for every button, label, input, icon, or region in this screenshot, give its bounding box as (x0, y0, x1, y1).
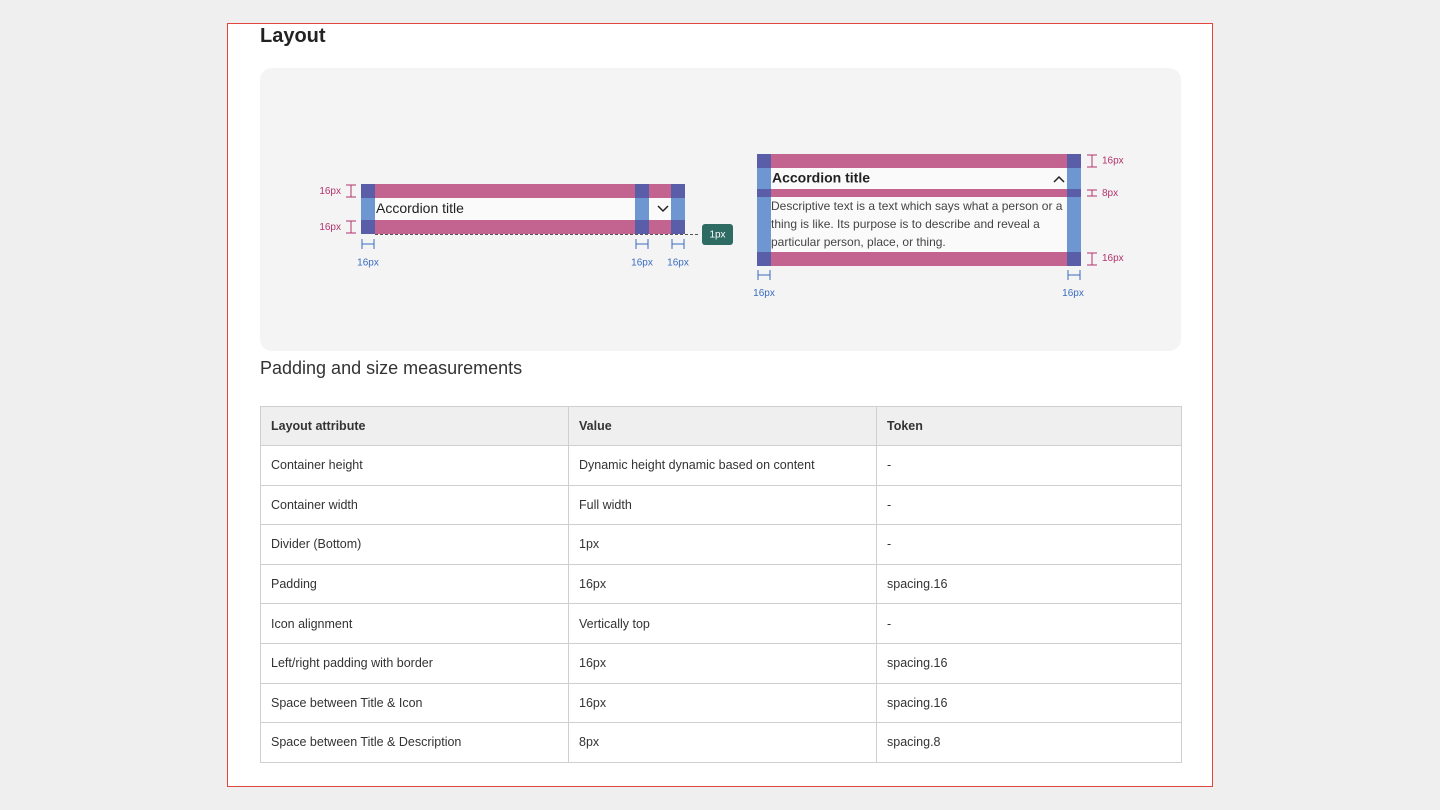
table-cell: 16px (568, 563, 877, 605)
table-cell: Full width (568, 484, 877, 526)
measure-label: 16px (1102, 156, 1124, 167)
measure-label: 16px (667, 258, 689, 269)
accordion-title: Accordion title (376, 200, 464, 216)
table: Layout attribute Value Token Container heig… (260, 406, 1182, 763)
padding (361, 184, 685, 198)
table-cell: spacing.8 (876, 722, 1182, 763)
table-cell: Container width (260, 484, 569, 526)
table-cell: - (876, 445, 1182, 486)
table-cell: Space between Title & Icon (260, 682, 569, 724)
table-cell: Dynamic height dynamic based on content (568, 445, 877, 486)
measure-label: 16px (319, 222, 341, 233)
table-row: Divider (Bottom) 1px - (260, 524, 1182, 565)
measure-label: 16px (631, 258, 653, 269)
row (375, 198, 671, 220)
table-cell: - (876, 484, 1182, 526)
table-cell: Divider (Bottom) (260, 524, 569, 565)
measure-label: 16px (753, 288, 775, 299)
accordion-title: Accordion title (772, 170, 870, 186)
section-title: Layout (260, 25, 326, 47)
table-cell: - (876, 524, 1182, 565)
measure-label: 8px (1102, 188, 1118, 199)
table-cell: Left/right padding with border (260, 642, 569, 684)
table-cell: Vertically top (568, 603, 877, 644)
table-row: Container width Full width - (260, 484, 1182, 526)
table-row: Space between Title & Icon 16px spacing.16 (260, 682, 1182, 724)
table-row: Padding 16px spacing.16 (260, 563, 1182, 605)
columns (757, 154, 1081, 266)
measure-label: 16px (1102, 253, 1124, 264)
table-cell: spacing.16 (876, 682, 1182, 724)
table-cell: Container height (260, 445, 569, 486)
brackets (361, 239, 685, 249)
measure-label: 16px (357, 258, 379, 269)
chevron (1053, 175, 1065, 183)
corners (757, 154, 1081, 266)
padding (757, 189, 1081, 197)
table-cell: 1px (568, 524, 877, 565)
table-row: Icon alignment Vertically top - (260, 603, 1182, 644)
padding (361, 220, 685, 234)
padding (757, 154, 1081, 168)
accordion-description: Descriptive text is a text which says wh… (771, 199, 1063, 249)
table-cell: - (876, 603, 1182, 644)
padding (757, 252, 1081, 266)
table-cell: 16px (568, 642, 877, 684)
table-cell: Padding (260, 563, 569, 605)
corners (361, 184, 685, 234)
brackets (757, 270, 1081, 280)
measure-label: 16px (1062, 288, 1084, 299)
badge (702, 224, 733, 245)
header-cell: Layout attribute (260, 406, 569, 446)
table-cell: 8px (568, 722, 877, 763)
header-row: Layout attribute Value Token (260, 406, 1182, 446)
table-cell: spacing.16 (876, 563, 1182, 605)
table-row: Left/right padding with border 16px spacin… (260, 642, 1182, 684)
subtitle: Padding and size measurements (260, 358, 523, 378)
measure-label: 16px (319, 186, 341, 197)
brackets (1087, 154, 1097, 266)
chevron (657, 205, 669, 213)
table-cell: 16px (568, 682, 877, 724)
table-cell: Icon alignment (260, 603, 569, 644)
table-cell: spacing.16 (876, 642, 1182, 684)
table-cell: Space between Title & Description (260, 722, 569, 763)
header-cell: Token (876, 406, 1182, 446)
table-row: Container height Dynamic height dynamic b… (260, 445, 1182, 486)
brackets (346, 184, 356, 234)
table-row: Space between Title & Description 8px spac… (260, 722, 1182, 763)
badge-label: 1px (709, 230, 725, 241)
header-cell: Value (568, 406, 877, 446)
content (771, 168, 1067, 252)
